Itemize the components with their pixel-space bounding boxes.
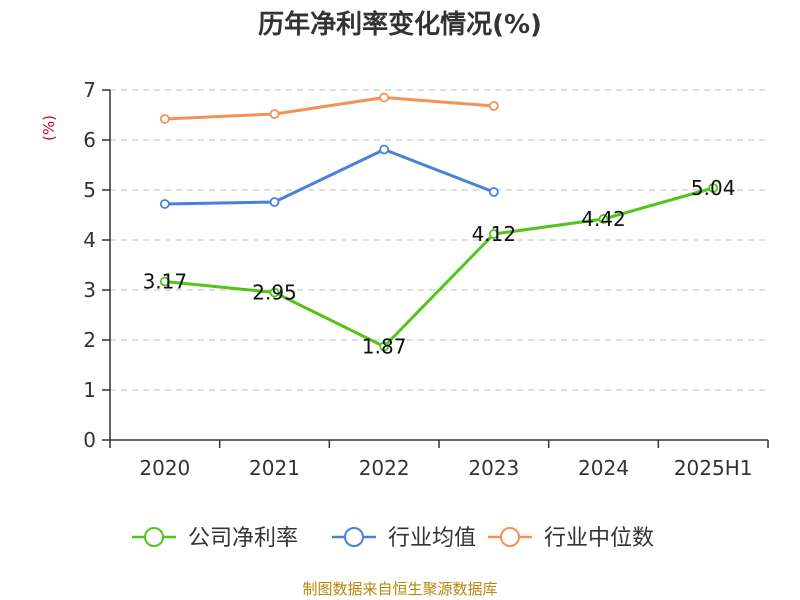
series <box>159 92 719 352</box>
data-point <box>269 109 280 119</box>
legend-marker <box>144 527 164 547</box>
x-tick-label: 2025H1 <box>674 456 753 480</box>
series-line <box>164 96 494 121</box>
data-label: 1.87 <box>362 335 407 359</box>
data-point <box>488 101 499 111</box>
series-line <box>164 186 714 348</box>
legend-marker <box>500 527 520 547</box>
series-line <box>164 148 495 206</box>
footer-source: 制图数据来自恒生聚源数据库 <box>302 580 498 598</box>
legend: 公司净利率 行业均值 行业中位数 <box>132 526 654 551</box>
data-labels: 3.17 2.95 1.87 4.12 4.42 5.04 <box>143 176 736 359</box>
y-tick-label: 0 <box>83 428 96 452</box>
data-point <box>488 229 499 239</box>
data-point <box>708 183 719 193</box>
data-point <box>159 199 170 209</box>
y-tick-label: 4 <box>83 228 96 252</box>
data-label: 4.12 <box>472 222 517 246</box>
x-tick-label: 2024 <box>578 456 629 480</box>
data-label: 4.42 <box>581 207 626 231</box>
chart-title: 历年净利率变化情况(%) <box>258 10 542 40</box>
legend-label: 行业中位数 <box>544 526 654 551</box>
y-tick-label: 6 <box>83 128 96 152</box>
data-point <box>379 92 390 103</box>
y-axis-label: (%) <box>40 115 58 141</box>
y-tick-label: 7 <box>83 78 96 102</box>
x-tick-label: 2022 <box>359 456 410 480</box>
y-tick-label: 2 <box>83 328 96 352</box>
data-point <box>269 287 280 298</box>
data-label: 3.17 <box>143 270 188 294</box>
x-tick-label: 2020 <box>139 456 190 480</box>
legend-label: 行业均值 <box>388 526 476 551</box>
data-point <box>488 187 499 197</box>
legend-label: 公司净利率 <box>188 526 298 551</box>
data-point <box>598 214 609 224</box>
x-tick-label: 2021 <box>249 456 300 480</box>
y-tick-label: 1 <box>83 378 96 402</box>
data-label: 5.04 <box>691 176 736 200</box>
axes: 0 1 2 3 4 5 6 7 2020 2021 2022 2023 2024 2025H1 (%) <box>40 78 769 480</box>
data-point <box>159 114 170 124</box>
gridlines <box>110 89 768 391</box>
data-point <box>379 144 390 155</box>
y-tick-label: 3 <box>83 278 96 302</box>
data-point <box>379 341 390 352</box>
data-point <box>159 276 170 287</box>
legend-marker <box>344 527 364 547</box>
x-tick-label: 2023 <box>468 456 519 480</box>
data-label: 2.95 <box>252 281 297 305</box>
y-tick-label: 5 <box>83 178 96 202</box>
data-point <box>269 197 280 207</box>
